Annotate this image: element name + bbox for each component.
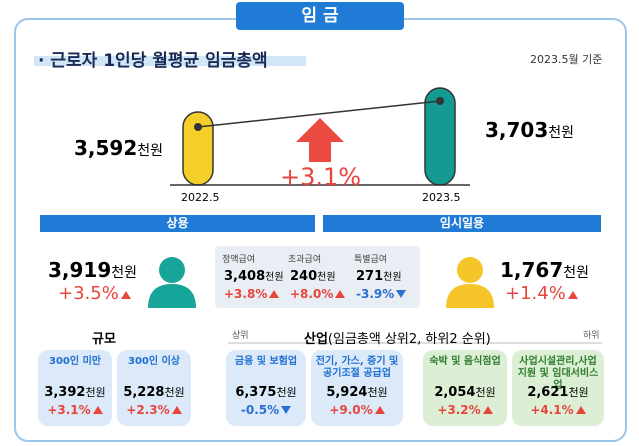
item-value: 271천원 xyxy=(356,268,402,284)
card-value: 3,392천원 xyxy=(38,384,112,400)
temporary-change: +1.4% xyxy=(505,283,578,304)
value-before: 3,592천원 xyxy=(74,136,163,160)
unit: 천원 xyxy=(383,272,402,283)
regular-label: 상용 xyxy=(40,215,315,232)
period-after: 2023.5 xyxy=(422,191,461,204)
up-arrow xyxy=(296,118,344,162)
card-value: 2,621천원 xyxy=(512,384,604,400)
card-value: 6,375천원 xyxy=(226,384,306,400)
unit: 천원 xyxy=(265,272,284,283)
unit: 천원 xyxy=(111,265,138,281)
item-value: 3,408천원 xyxy=(224,268,284,284)
section-title-text: 근로자 1인당 월평균 임금총액 xyxy=(50,51,268,71)
title-underline xyxy=(34,56,306,66)
unit: 천원 xyxy=(367,386,388,399)
person-body xyxy=(148,284,196,308)
unit: 천원 xyxy=(475,386,496,399)
value: 2,621 xyxy=(527,385,569,400)
bar-2022 xyxy=(182,111,214,186)
unit: 천원 xyxy=(317,272,336,283)
item-label: 특별급여 xyxy=(354,255,388,265)
value: 5,228 xyxy=(123,385,165,400)
value: 5,924 xyxy=(326,385,368,400)
unit: 천원 xyxy=(568,386,589,399)
section-title: · 근로자 1인당 월평균 임금총액 xyxy=(38,51,268,71)
card-value: 5,228천원 xyxy=(117,384,191,400)
value: 271 xyxy=(356,269,384,284)
card-change: +3.2% xyxy=(423,403,507,417)
value: 240 xyxy=(290,269,318,284)
person-body xyxy=(446,284,494,308)
card-label: 금융 및 보험업 xyxy=(234,356,298,367)
card-change: -0.5% xyxy=(226,403,306,417)
value: 2,054 xyxy=(434,385,476,400)
item-change: +3.8% xyxy=(224,287,279,301)
change: +3.1% xyxy=(280,163,362,191)
unit: 천원 xyxy=(85,386,106,399)
temporary-label: 임시일용 xyxy=(323,215,601,232)
card-label: 숙박 및 음식점업 xyxy=(429,356,501,367)
card-change: +2.3% xyxy=(117,403,191,417)
card-label: 300인 미만 xyxy=(49,356,101,367)
industry-title-text: 산업 xyxy=(304,332,328,347)
card-label: 사업시설관리,사업지원 및 임대서비스업 xyxy=(517,356,599,391)
person-head xyxy=(457,257,483,283)
item-value: 240천원 xyxy=(290,268,336,284)
regular-value: 3,919천원 xyxy=(48,258,137,282)
card-change: +9.0% xyxy=(311,403,403,417)
card-value: 2,054천원 xyxy=(423,384,507,400)
card-label: 전기, 가스, 증기 및 공기조절 공급업 xyxy=(315,356,399,379)
card-value: 5,924천원 xyxy=(311,384,403,400)
value: 3,703 xyxy=(485,118,549,142)
temporary-value: 1,767천원 xyxy=(500,258,589,282)
industry-title: 산업(임금총액 상위2, 하위2 순위) xyxy=(304,328,491,347)
value-after: 3,703천원 xyxy=(485,118,574,142)
bottom-label: 하위 xyxy=(583,331,600,341)
period-before: 2022.5 xyxy=(181,191,220,204)
industry-subtitle: (임금총액 상위2, 하위2 순위) xyxy=(327,332,491,347)
unit: 천원 xyxy=(137,143,164,159)
trend-line xyxy=(197,100,441,128)
card-change: +4.1% xyxy=(512,403,604,417)
header-title: 임 금 xyxy=(236,2,404,30)
date-note: 2023.5월 기준 xyxy=(530,53,603,66)
item-change: -3.9% xyxy=(356,287,406,301)
top-label: 상위 xyxy=(232,331,249,341)
item-label: 정액급여 xyxy=(222,255,256,265)
value: 1,767 xyxy=(500,258,564,282)
value: 6,375 xyxy=(235,385,277,400)
value: 3,592 xyxy=(74,136,138,160)
unit: 천원 xyxy=(548,125,575,141)
value: 3,408 xyxy=(224,269,266,284)
card-label: 300인 이상 xyxy=(128,356,180,367)
person-head xyxy=(159,257,185,283)
dot xyxy=(436,97,444,105)
unit: 천원 xyxy=(563,265,590,281)
value: 3,392 xyxy=(44,385,86,400)
size-title: 규모 xyxy=(92,332,116,347)
card-change: +3.1% xyxy=(38,403,112,417)
unit: 천원 xyxy=(276,386,297,399)
dot xyxy=(194,123,202,131)
value: 3,919 xyxy=(48,258,112,282)
item-change: +8.0% xyxy=(290,287,345,301)
unit: 천원 xyxy=(164,386,185,399)
regular-change: +3.5% xyxy=(58,283,131,304)
item-label: 초과급여 xyxy=(288,255,322,265)
